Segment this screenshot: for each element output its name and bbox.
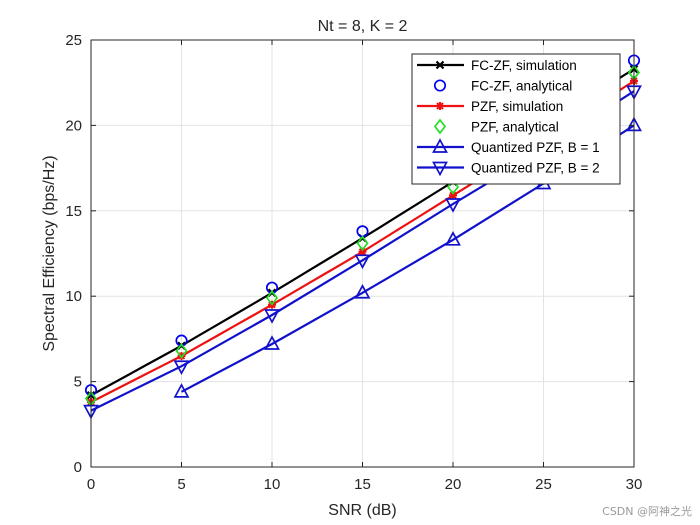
legend-entry: FC-ZF, simulation [417, 58, 577, 73]
y-tick-label: 5 [74, 374, 82, 391]
data-point [264, 335, 280, 350]
x-tick-label: 10 [264, 476, 281, 493]
x-tick-label: 15 [354, 476, 371, 493]
legend-label: Quantized PZF, B = 2 [471, 161, 600, 176]
data-point [173, 360, 190, 376]
x-tick-label: 5 [177, 476, 185, 493]
legend-label: FC-ZF, analytical [471, 79, 572, 94]
legend-entry: PZF, analytical [433, 118, 559, 135]
legend-entry: PZF, simulation [417, 99, 563, 114]
data-point [356, 235, 369, 252]
legend-marker [433, 79, 447, 92]
data-point [173, 383, 190, 398]
legend-label: FC-ZF, simulation [471, 58, 577, 73]
data-point [265, 290, 279, 306]
x-tick-label: 25 [535, 476, 552, 493]
x-axis-label: SNR (dB) [328, 502, 396, 519]
x-tick-label: 0 [87, 476, 95, 493]
data-point [446, 178, 460, 195]
legend-label: PZF, analytical [471, 120, 559, 135]
tick-labels: 0 5 10 15 20 25 30 0 5 10 15 20 25 [65, 32, 642, 493]
data-point [445, 198, 461, 213]
y-tick-label: 10 [65, 288, 82, 305]
y-tick-label: 0 [74, 459, 82, 476]
x-tick-label: 30 [626, 476, 643, 493]
legend-marker [432, 161, 448, 177]
legend-entry: FC-ZF, analytical [433, 79, 572, 94]
legend-marker [433, 118, 447, 135]
data-point [449, 191, 457, 200]
legend-entry: Quantized PZF, B = 1 [417, 138, 600, 155]
legend-label: PZF, simulation [471, 99, 563, 114]
y-tick-label: 25 [65, 32, 82, 49]
legend: FC-ZF, simulation FC-ZF, analytical PZF, s… [411, 53, 621, 185]
chart-title: Nt = 8, K = 2 [318, 18, 408, 35]
y-axis-label: Spectral Efficiency (bps/Hz) [41, 155, 58, 351]
data-point [265, 281, 279, 294]
legend-marker [436, 102, 444, 110]
y-tick-label: 20 [65, 117, 82, 134]
data-point [264, 309, 280, 324]
legend-label: Quantized PZF, B = 1 [471, 140, 600, 155]
x-tick-label: 20 [445, 476, 462, 493]
watermark-text: CSDN @阿神之光 [602, 505, 692, 518]
axes-box [90, 39, 635, 468]
data-point [354, 283, 371, 299]
data-point [175, 342, 188, 359]
data-point [354, 254, 371, 270]
data-point [358, 247, 367, 256]
y-tick-label: 15 [65, 203, 82, 220]
legend-marker [435, 60, 445, 70]
data-point [445, 231, 461, 246]
legend-entry: Quantized PZF, B = 2 [417, 161, 600, 177]
legend-marker [432, 138, 448, 153]
data-point [175, 334, 188, 347]
